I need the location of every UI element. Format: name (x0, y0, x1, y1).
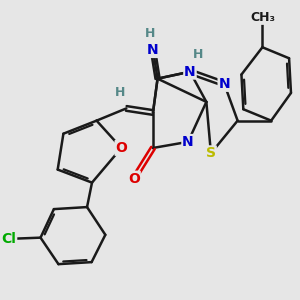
Text: N: N (182, 135, 194, 149)
Text: H: H (115, 86, 125, 99)
Text: Cl: Cl (2, 232, 16, 246)
Text: N: N (218, 77, 230, 91)
Text: H: H (145, 28, 155, 40)
Text: N: N (184, 65, 196, 79)
Text: H: H (192, 48, 203, 61)
Text: O: O (128, 172, 140, 185)
Text: CH₃: CH₃ (250, 11, 275, 24)
Text: S: S (206, 146, 216, 160)
Text: N: N (147, 43, 159, 57)
Text: O: O (116, 141, 127, 155)
